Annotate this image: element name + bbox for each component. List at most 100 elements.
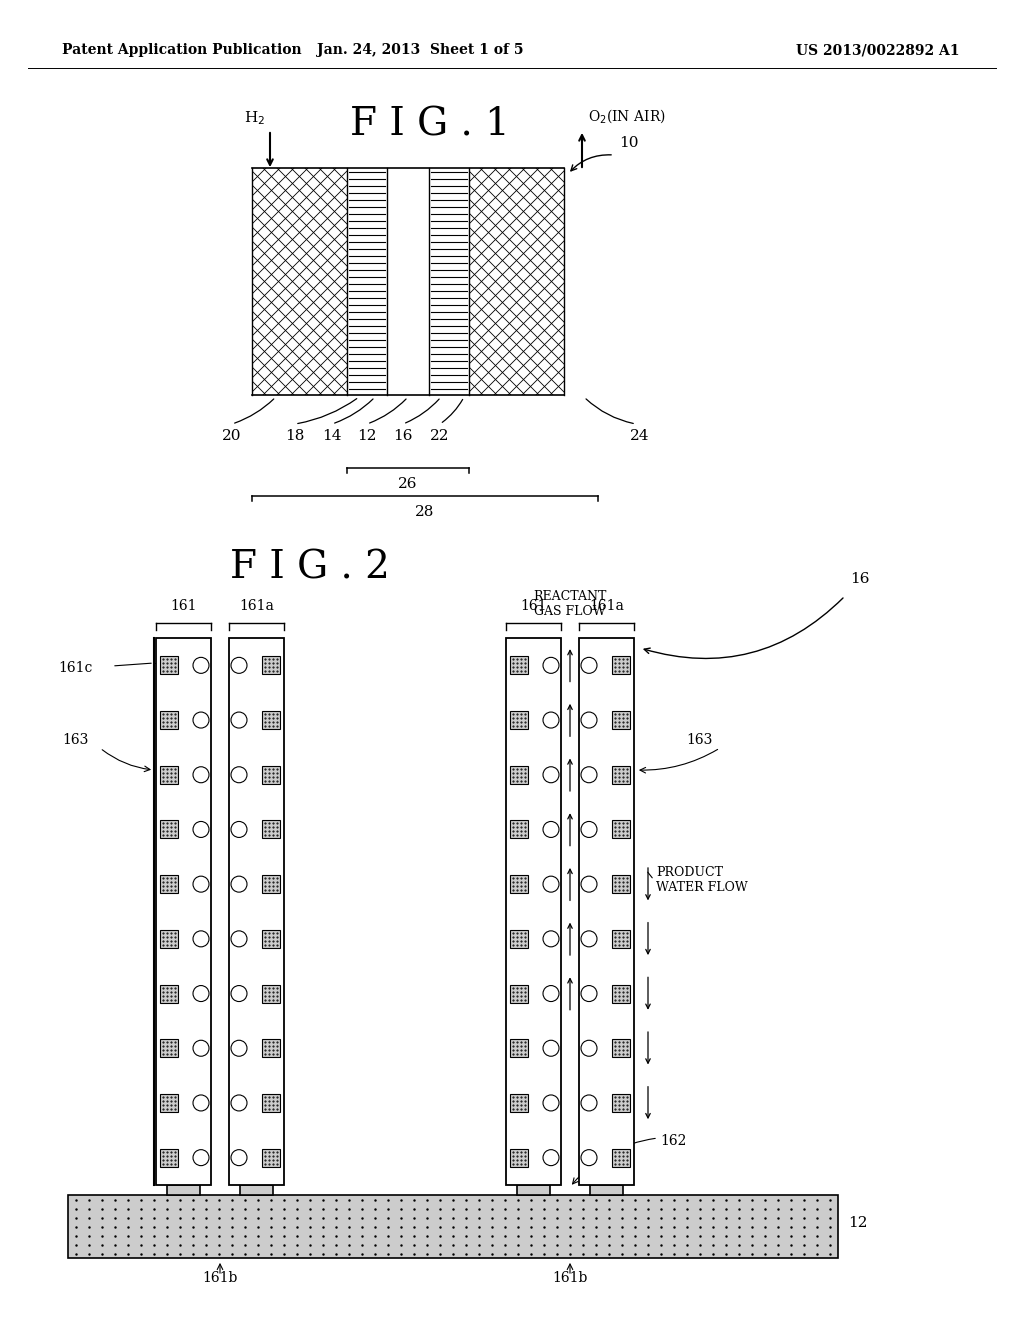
Bar xyxy=(510,1039,528,1057)
Bar xyxy=(229,638,284,1185)
Text: 161b: 161b xyxy=(552,1271,588,1284)
Circle shape xyxy=(231,821,247,837)
Circle shape xyxy=(231,1150,247,1166)
Circle shape xyxy=(543,876,559,892)
Circle shape xyxy=(543,931,559,946)
Text: 163: 163 xyxy=(62,733,88,747)
Bar xyxy=(612,821,630,838)
Circle shape xyxy=(581,876,597,892)
Circle shape xyxy=(231,876,247,892)
Text: 161: 161 xyxy=(520,599,547,612)
Text: 10: 10 xyxy=(618,136,639,150)
Bar xyxy=(160,985,178,1003)
Bar xyxy=(262,1039,280,1057)
Bar xyxy=(68,1195,838,1258)
Bar xyxy=(262,766,280,784)
Bar xyxy=(510,929,528,948)
Circle shape xyxy=(193,931,209,946)
Circle shape xyxy=(193,1040,209,1056)
Text: Patent Application Publication: Patent Application Publication xyxy=(62,44,302,57)
Bar xyxy=(160,656,178,675)
Bar xyxy=(160,821,178,838)
Circle shape xyxy=(231,1096,247,1111)
Text: 161: 161 xyxy=(170,599,197,612)
Circle shape xyxy=(193,1150,209,1166)
Text: F I G . 2: F I G . 2 xyxy=(230,549,390,586)
Bar xyxy=(510,985,528,1003)
Bar xyxy=(252,168,347,395)
Circle shape xyxy=(543,1150,559,1166)
Bar xyxy=(156,638,211,1185)
Text: 22: 22 xyxy=(430,429,450,444)
Bar xyxy=(579,638,634,1185)
Circle shape xyxy=(543,1040,559,1056)
Circle shape xyxy=(543,711,559,729)
Text: O$_2$(IN AIR): O$_2$(IN AIR) xyxy=(588,107,666,125)
Bar xyxy=(510,821,528,838)
Text: US 2013/0022892 A1: US 2013/0022892 A1 xyxy=(797,44,961,57)
Circle shape xyxy=(231,657,247,673)
Circle shape xyxy=(543,986,559,1002)
Text: 14: 14 xyxy=(323,429,342,444)
Text: 24: 24 xyxy=(630,429,650,444)
Circle shape xyxy=(193,767,209,783)
Bar xyxy=(612,711,630,729)
Circle shape xyxy=(193,821,209,837)
Circle shape xyxy=(581,986,597,1002)
Text: 16: 16 xyxy=(393,429,413,444)
Bar xyxy=(510,711,528,729)
Bar xyxy=(262,929,280,948)
Bar xyxy=(612,929,630,948)
Bar xyxy=(160,1094,178,1111)
Text: 18: 18 xyxy=(286,429,305,444)
Circle shape xyxy=(193,876,209,892)
Circle shape xyxy=(193,657,209,673)
Bar xyxy=(167,1185,200,1195)
Bar xyxy=(469,168,564,395)
Bar xyxy=(612,656,630,675)
Text: REACTANT
GAS FLOW: REACTANT GAS FLOW xyxy=(534,590,606,618)
Circle shape xyxy=(543,821,559,837)
Circle shape xyxy=(581,1150,597,1166)
Bar xyxy=(612,1094,630,1111)
Bar xyxy=(429,168,469,395)
Bar xyxy=(387,168,429,395)
Circle shape xyxy=(581,767,597,783)
Bar xyxy=(262,985,280,1003)
Text: 26: 26 xyxy=(398,477,418,491)
Bar xyxy=(347,168,387,395)
Circle shape xyxy=(231,711,247,729)
Circle shape xyxy=(581,657,597,673)
Bar xyxy=(240,1185,273,1195)
Circle shape xyxy=(581,1096,597,1111)
Text: 163: 163 xyxy=(686,733,713,747)
Bar xyxy=(160,929,178,948)
Circle shape xyxy=(543,1096,559,1111)
Text: 161c: 161c xyxy=(58,661,92,675)
Bar xyxy=(506,638,561,1185)
Bar xyxy=(612,985,630,1003)
Text: 16: 16 xyxy=(850,572,869,586)
Text: 162: 162 xyxy=(660,1134,686,1148)
Bar xyxy=(160,711,178,729)
Circle shape xyxy=(581,821,597,837)
Circle shape xyxy=(231,986,247,1002)
Circle shape xyxy=(543,657,559,673)
Text: 161a: 161a xyxy=(589,599,624,612)
Bar xyxy=(612,875,630,894)
Circle shape xyxy=(193,1096,209,1111)
Bar xyxy=(517,1185,550,1195)
Bar xyxy=(510,875,528,894)
Text: H$_2$: H$_2$ xyxy=(244,110,265,127)
Text: PRODUCT
WATER FLOW: PRODUCT WATER FLOW xyxy=(656,866,748,894)
Bar xyxy=(262,821,280,838)
Bar xyxy=(262,1094,280,1111)
Text: 28: 28 xyxy=(416,506,434,519)
Bar xyxy=(612,1039,630,1057)
Bar xyxy=(160,766,178,784)
Bar xyxy=(510,766,528,784)
Text: F I G . 1: F I G . 1 xyxy=(350,107,510,144)
Bar xyxy=(262,656,280,675)
Circle shape xyxy=(193,986,209,1002)
Bar xyxy=(160,875,178,894)
